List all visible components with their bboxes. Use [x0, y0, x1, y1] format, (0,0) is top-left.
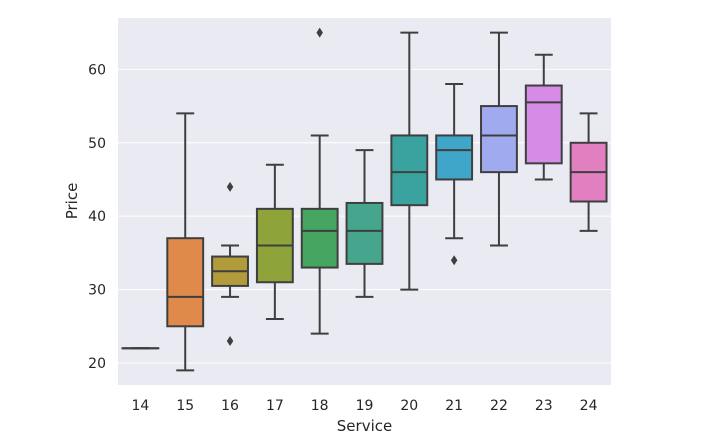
box-group-19: [345, 149, 384, 298]
y-tick-50: 50: [88, 136, 106, 152]
x-tick-22: 22: [490, 398, 508, 414]
box-group-20: [390, 31, 429, 291]
outlier-18-0: [316, 27, 323, 38]
x-tick-19: 19: [356, 398, 374, 414]
box-20: [390, 134, 429, 207]
x-tick-16: 16: [221, 398, 239, 414]
x-tick-17: 17: [266, 398, 284, 414]
box-group-18: [300, 27, 339, 335]
outlier-16-1: [226, 181, 234, 192]
box-23: [524, 84, 563, 165]
x-tick-24: 24: [580, 398, 598, 414]
box-group-21: [435, 83, 474, 266]
outlier-16-0: [226, 335, 234, 346]
box-series: [121, 27, 608, 372]
x-tick-21: 21: [445, 398, 463, 414]
x-tick-14: 14: [131, 398, 149, 414]
box-group-16: [211, 181, 249, 346]
y-tick-labels: 20 30 40 50 60: [88, 62, 106, 372]
outlier-21-0: [450, 255, 458, 266]
x-tick-15: 15: [176, 398, 194, 414]
box-22: [480, 105, 518, 174]
box-group-17: [255, 163, 294, 320]
box-21: [435, 134, 474, 181]
box-group-22: [480, 31, 518, 247]
box-group-24: [569, 112, 608, 232]
x-axis-label: Service: [337, 417, 392, 435]
y-tick-60: 60: [88, 62, 106, 78]
x-tick-18: 18: [311, 398, 329, 414]
y-axis-label: Price: [63, 183, 81, 220]
y-tick-40: 40: [88, 209, 106, 225]
y-tick-20: 20: [88, 356, 106, 372]
box-group-15: [166, 112, 205, 372]
box-19: [345, 201, 384, 265]
box-group-23: [524, 53, 563, 181]
box-15: [166, 237, 205, 328]
x-tick-23: 23: [535, 398, 553, 414]
y-tick-30: 30: [88, 283, 106, 299]
box-18: [300, 207, 339, 269]
x-tick-labels: 14 15 16 17 18 19 20 21 22 23 24: [131, 398, 597, 414]
x-tick-20: 20: [400, 398, 418, 414]
